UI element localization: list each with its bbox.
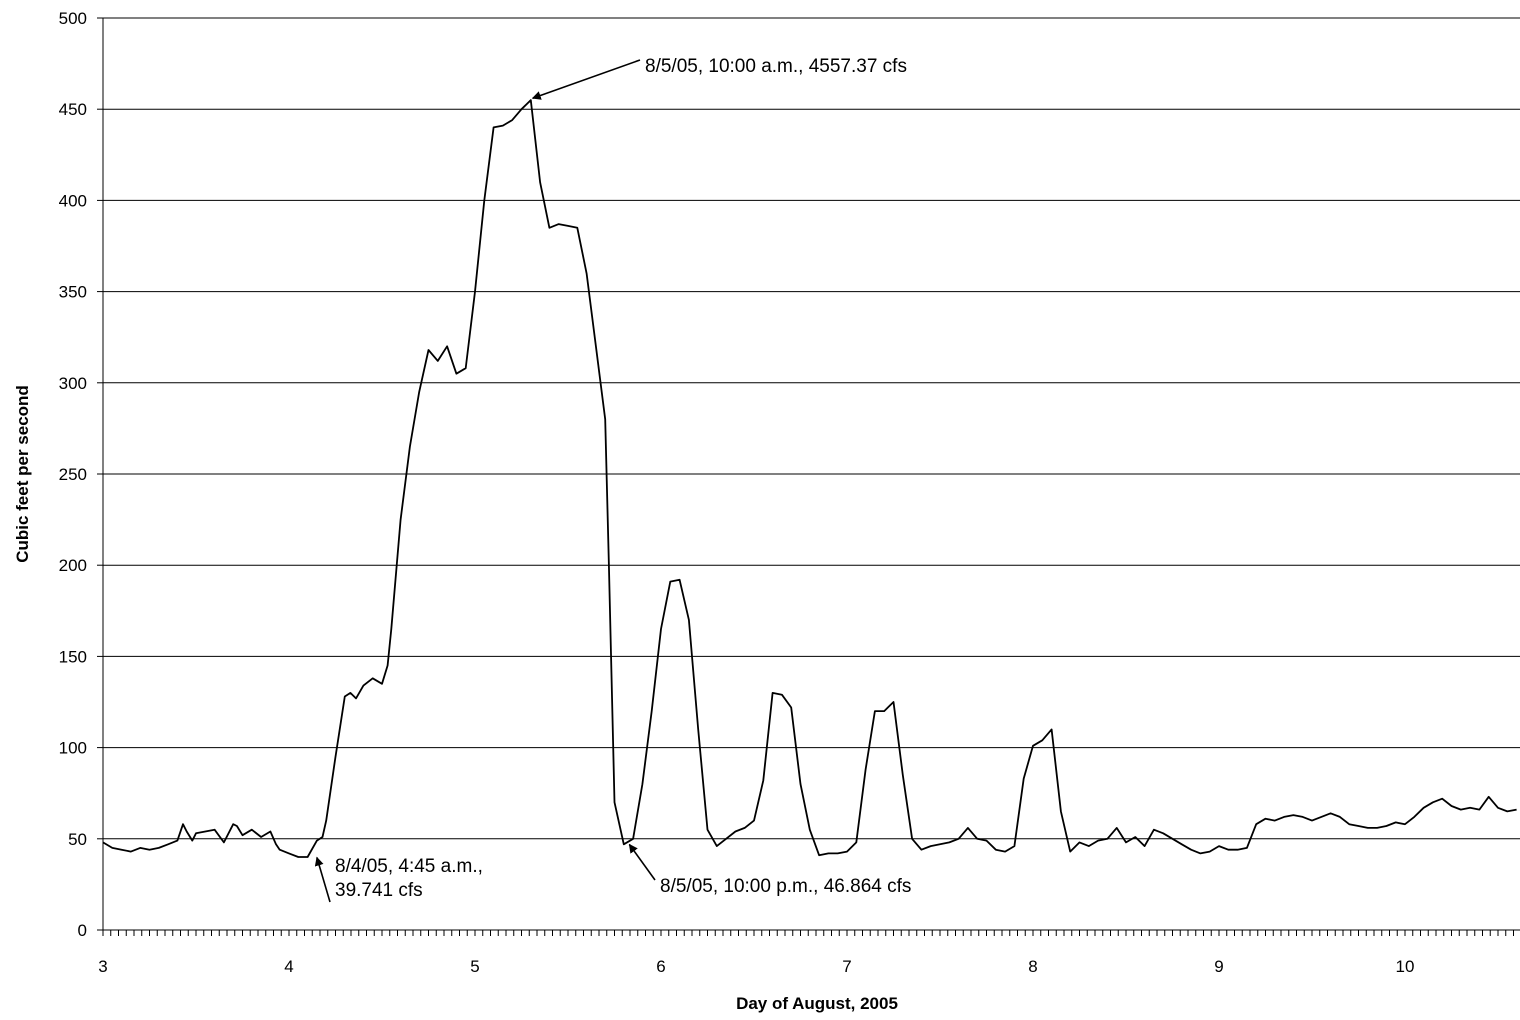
annotation-arrow bbox=[531, 59, 641, 100]
y-tick-label: 0 bbox=[78, 921, 87, 940]
x-tick-label: 10 bbox=[1396, 957, 1415, 976]
annotation-line: 8/5/05, 10:00 p.m., 46.864 cfs bbox=[660, 876, 911, 897]
y-tick-label: 500 bbox=[59, 9, 87, 28]
gridlines bbox=[103, 17, 1520, 840]
x-axis-title: Day of August, 2005 bbox=[736, 994, 898, 1013]
annotation-text: 8/5/05, 10:00 a.m., 4557.37 cfs bbox=[645, 56, 907, 77]
y-axis-title: Cubic feet per second bbox=[13, 385, 32, 563]
annotations: 8/4/05, 4:45 a.m., 39.741 cfs 8/5/05, 10:0… bbox=[314, 56, 911, 903]
x-minor-ticks bbox=[102, 930, 1514, 936]
annotation-arrow bbox=[314, 856, 331, 903]
y-tick-label: 350 bbox=[59, 283, 87, 302]
x-minor-tick-marks bbox=[102, 930, 1514, 936]
y-tick-label: 50 bbox=[68, 830, 87, 849]
y-tick-label: 300 bbox=[59, 374, 87, 393]
y-tick-label: 250 bbox=[59, 465, 87, 484]
annotation-text: 8/5/05, 10:00 p.m., 46.864 cfs bbox=[660, 876, 911, 897]
x-tick-label: 5 bbox=[470, 957, 479, 976]
y-tick-label: 150 bbox=[59, 647, 87, 666]
annotation-line: 8/4/05, 4:45 a.m., bbox=[335, 856, 483, 877]
x-tick-label: 6 bbox=[656, 957, 665, 976]
x-tick-label: 8 bbox=[1028, 957, 1037, 976]
series-group bbox=[102, 99, 1517, 858]
axes bbox=[97, 17, 1520, 931]
x-tick-label: 4 bbox=[284, 957, 293, 976]
annotation-line: 39.741 cfs bbox=[335, 880, 423, 901]
annotation-arrow bbox=[628, 843, 656, 881]
y-tick-label: 400 bbox=[59, 191, 87, 210]
y-tick-label: 100 bbox=[59, 739, 87, 758]
x-tick-label: 9 bbox=[1214, 957, 1223, 976]
annotation-line: 8/5/05, 10:00 a.m., 4557.37 cfs bbox=[645, 56, 907, 77]
y-tick-labels: 0 50 100 150 200 250 300 350 400 450 500 bbox=[59, 9, 87, 940]
x-tick-label: 3 bbox=[98, 957, 107, 976]
x-tick-label: 7 bbox=[842, 957, 851, 976]
y-tick-label: 200 bbox=[59, 556, 87, 575]
x-tick-labels: 3 4 5 6 7 8 9 10 bbox=[98, 957, 1414, 976]
annotation-text: 8/4/05, 4:45 a.m., 39.741 cfs bbox=[335, 856, 483, 901]
y-tick-label: 450 bbox=[59, 100, 87, 119]
series-line bbox=[102, 99, 1517, 858]
